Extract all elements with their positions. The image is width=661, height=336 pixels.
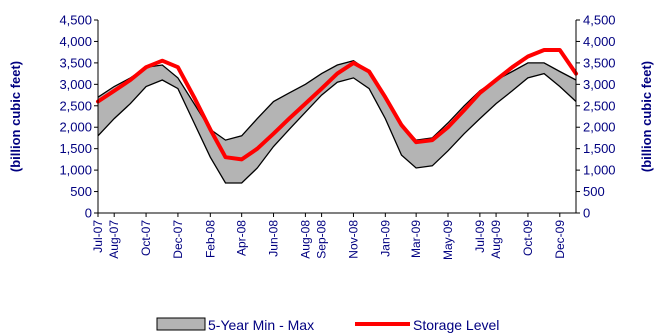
storage-level-line <box>96 48 578 162</box>
x-tick-label: Aug-08 <box>298 220 312 259</box>
y-tick-label: 3,500 <box>583 55 616 70</box>
x-tick-label: May-09 <box>441 220 455 260</box>
x-tick-label: Aug-09 <box>489 220 503 259</box>
x-tick-label: Dec-07 <box>171 220 185 259</box>
y-tick-label: 4,500 <box>583 13 616 28</box>
x-tick-label: Sep-08 <box>315 220 329 259</box>
y-tick-label: 2,000 <box>59 120 92 135</box>
x-tick-label: Jan-09 <box>378 220 392 257</box>
range-band <box>98 60 576 184</box>
legend-range-label: 5-Year Min - Max <box>208 317 314 333</box>
x-tick-label: Mar-09 <box>409 220 423 258</box>
x-tick-label: Nov-08 <box>347 220 361 259</box>
x-tick-label: Jul-09 <box>473 220 487 253</box>
y-tick-label: 2,000 <box>583 120 616 135</box>
y-tick-label: 3,500 <box>59 55 92 70</box>
y-tick-label: 500 <box>583 184 605 199</box>
right-y-axis-ticks: 0 500 1,000 1,500 2,000 2,500 3,000 3,500 4,000 4… <box>576 13 616 221</box>
y-tick-label: 4,000 <box>583 34 616 49</box>
y-tick-label: 1,500 <box>583 141 616 156</box>
y-tick-label: 2,500 <box>583 98 616 113</box>
x-tick-label: Jul-07 <box>91 220 105 253</box>
y-tick-label: 1,000 <box>59 163 92 178</box>
y-tick-label: 0 <box>583 206 590 221</box>
x-axis-ticks: Jul-07 Aug-07 Oct-07 Dec-07 Feb-08 Apr-08 Jun-… <box>91 213 567 260</box>
y-tick-label: 3,000 <box>583 77 616 92</box>
plot-area <box>96 20 578 214</box>
y-tick-label: 3,000 <box>59 77 92 92</box>
y-tick-label: 0 <box>85 206 92 221</box>
x-tick-label: Jun-08 <box>267 220 281 257</box>
y-tick-label: 2,500 <box>59 98 92 113</box>
y-tick-label: 4,500 <box>59 13 92 28</box>
x-tick-label: Dec-09 <box>553 220 567 259</box>
y-tick-label: 1,000 <box>583 163 616 178</box>
legend-storage-label: Storage Level <box>413 317 499 333</box>
x-tick-label: Oct-07 <box>139 220 153 256</box>
x-tick-label: Feb-08 <box>203 220 217 258</box>
x-tick-label: Aug-07 <box>107 220 121 259</box>
left-y-axis-title: (billion cubic feet) <box>8 61 23 172</box>
right-y-axis-title: (billion cubic feet) <box>639 61 654 172</box>
y-tick-label: 4,000 <box>59 34 92 49</box>
legend: 5-Year Min - Max Storage Level <box>156 317 499 333</box>
range-min-line <box>97 72 577 184</box>
left-y-axis-ticks: 0 500 1,000 1,500 2,000 2,500 3,000 3,500 4,000 4… <box>59 13 98 221</box>
y-tick-label: 1,500 <box>59 141 92 156</box>
y-tick-label: 500 <box>70 184 92 199</box>
legend-range-swatch <box>156 317 206 331</box>
x-tick-label: Oct-09 <box>521 220 535 256</box>
x-tick-label: Apr-08 <box>235 220 249 256</box>
